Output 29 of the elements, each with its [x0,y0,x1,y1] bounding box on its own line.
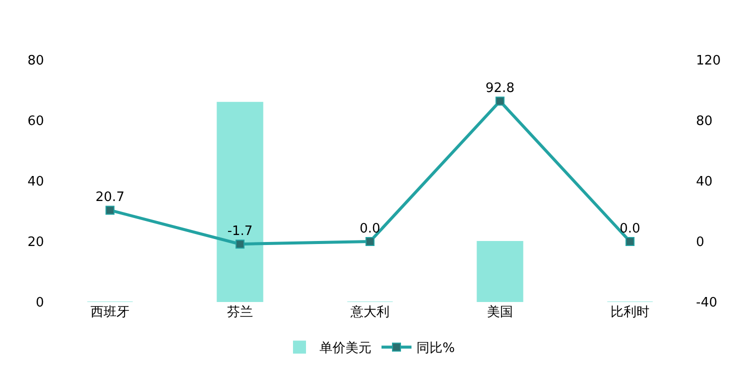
y2-tick-label: -40 [696,296,718,311]
y2-tick-label: 40 [696,174,713,190]
bar [216,102,264,302]
y2-tick-label: 80 [696,114,713,130]
point [496,96,504,106]
x-tick-label: 意大利 [350,305,390,320]
x-tick-label: 西班牙 [90,305,130,320]
data-label: 20.7 [96,190,124,205]
legend-label: 同比% [416,341,455,356]
data-label: 0.0 [620,221,640,236]
point [366,237,374,246]
point [106,206,114,215]
y-tick-label: 80 [27,54,44,69]
y2-tick-label: 0 [696,235,704,250]
x-tick-label: 美国 [487,304,513,320]
legend-label: 单价美元 [320,340,372,356]
data-label: 92.8 [486,80,514,96]
point [626,237,634,246]
y-tick-label: 40 [27,174,44,190]
bar [476,241,524,302]
x-tick-label: 比利时 [610,305,650,320]
y-tick-label: 60 [27,114,44,130]
y-tick-label: 20 [27,235,44,250]
x-tick-label: 芬兰 [227,305,253,320]
data-label: 0.0 [360,221,380,236]
point [236,240,244,249]
y2-tick-label: 120 [696,54,721,69]
y-tick-label: 0 [36,296,44,311]
data-label: -1.7 [227,224,253,239]
